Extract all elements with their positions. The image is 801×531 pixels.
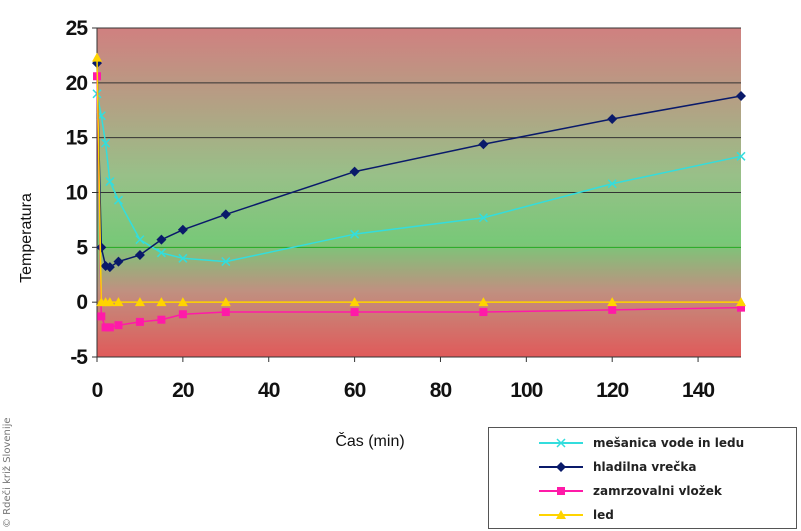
legend-swatch-icon <box>539 510 583 519</box>
data-point <box>221 257 231 267</box>
y-tick-label: 20 <box>66 72 88 95</box>
x-tick-label: 40 <box>258 379 280 402</box>
data-point <box>105 323 114 332</box>
data-point <box>96 242 107 253</box>
x-tick-label: 60 <box>344 379 366 402</box>
data-point <box>479 308 488 317</box>
data-point <box>113 195 123 205</box>
data-point <box>478 213 488 223</box>
data-point <box>478 139 489 150</box>
data-point <box>92 52 102 62</box>
legend-label: zamrzovalni vložek <box>593 484 722 498</box>
data-point <box>104 262 115 273</box>
legend-marker <box>557 487 565 495</box>
data-point <box>135 317 144 326</box>
data-point <box>114 321 123 330</box>
data-point <box>134 297 145 307</box>
data-point <box>221 308 230 317</box>
x-tick-label: 100 <box>510 379 542 402</box>
data-point <box>607 114 618 125</box>
data-point <box>220 297 231 307</box>
legend-item: led <box>539 504 614 526</box>
data-point <box>350 229 360 239</box>
data-point <box>736 297 746 307</box>
legend-marker <box>556 438 566 448</box>
data-point <box>349 166 360 177</box>
series-0 <box>92 89 746 267</box>
data-point <box>157 315 166 324</box>
y-tick-label: -5 <box>70 346 88 369</box>
data-point <box>478 297 489 307</box>
data-point <box>349 297 360 307</box>
watermark: © Rdeči križ Slovenije <box>2 417 13 528</box>
y-tick-label: 25 <box>66 17 89 40</box>
data-point <box>113 297 124 307</box>
y-tick-label: 15 <box>66 127 89 150</box>
data-point <box>736 151 746 161</box>
y-axis-label: Temperatura <box>18 193 35 283</box>
legend-item: hladilna vrečka <box>539 456 696 478</box>
legend-swatch-icon <box>539 438 583 448</box>
y-tick-label: 5 <box>76 236 88 259</box>
legend-label: led <box>593 508 614 522</box>
data-point <box>177 224 188 235</box>
data-point <box>104 297 115 307</box>
x-axis-label: Čas (min) <box>335 431 404 450</box>
data-point <box>156 234 167 245</box>
data-point <box>105 177 115 187</box>
data-point <box>101 323 110 332</box>
y-tick-label: 0 <box>76 291 87 314</box>
data-point <box>737 303 745 312</box>
data-point <box>608 305 617 314</box>
legend-swatch-icon <box>539 462 583 472</box>
legend-swatch-icon <box>539 487 583 495</box>
data-point <box>97 312 106 321</box>
data-point <box>135 235 145 245</box>
data-point <box>220 209 231 220</box>
data-point <box>101 138 111 148</box>
data-point <box>178 310 187 319</box>
data-point <box>350 308 359 317</box>
series-1 <box>92 58 746 273</box>
legend: mešanica vode in ledu hladilna vrečka zamr… <box>488 427 797 529</box>
legend-item: mešanica vode in ledu <box>539 432 744 454</box>
data-point <box>156 248 166 258</box>
series-2 <box>93 72 745 332</box>
data-point <box>736 90 746 101</box>
series-3 <box>92 52 746 307</box>
data-point <box>607 179 617 189</box>
x-tick-label: 80 <box>430 379 452 402</box>
x-tick-label: 140 <box>682 379 714 402</box>
data-point <box>134 250 145 261</box>
data-point <box>156 297 167 307</box>
legend-label: hladilna vrečka <box>593 460 697 474</box>
data-point <box>607 297 618 307</box>
legend-marker <box>556 462 566 472</box>
data-point <box>113 256 124 267</box>
data-point <box>177 297 188 307</box>
legend-marker <box>556 510 566 519</box>
data-point <box>178 253 188 263</box>
x-tick-label: 120 <box>596 379 628 402</box>
x-tick-label: 0 <box>92 379 103 402</box>
legend-label: mešanica vode in ledu <box>593 436 745 450</box>
x-tick-label: 20 <box>172 379 194 402</box>
y-tick-label: 10 <box>66 182 88 205</box>
legend-item: zamrzovalni vložek <box>539 480 722 502</box>
